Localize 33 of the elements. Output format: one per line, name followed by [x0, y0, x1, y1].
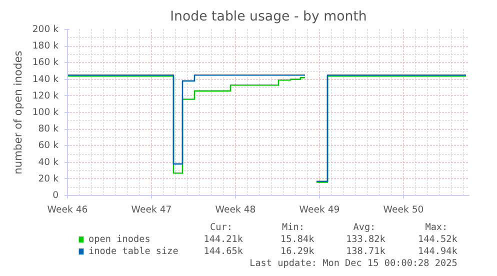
x-tick-label: Week 50: [383, 204, 424, 216]
text: 144.65k: [204, 246, 244, 257]
text: Min:: [282, 222, 304, 233]
y-tick-label: 60 k: [38, 140, 60, 152]
text: 138.71k: [346, 246, 386, 257]
y-tick-label: 200 k: [32, 24, 60, 35]
y-tick-label: 180 k: [32, 40, 60, 52]
y-tick-label: 140 k: [32, 74, 60, 85]
text: 144.52k: [418, 234, 458, 245]
text: Last update: Mon Dec 15 00:00:28 2025: [250, 258, 458, 269]
y-axis-title: number of open inodes: [11, 50, 24, 174]
text: Max:: [425, 222, 448, 233]
text: Cur:: [210, 222, 233, 233]
y-tick-label: 0: [52, 190, 59, 201]
y-tick-label: 100 k: [32, 107, 60, 118]
x-tick-label: Week 48: [215, 204, 256, 216]
text: 16.29k: [280, 246, 315, 257]
x-tick-label: Week 46: [47, 204, 88, 216]
text: 144.21k: [204, 234, 244, 245]
y-tick-label: 120 k: [32, 90, 60, 102]
y-tick-label: 80 k: [38, 124, 60, 135]
text: 144.94k: [418, 246, 458, 257]
text: Avg:: [353, 222, 376, 233]
x-tick-label: Week 47: [131, 204, 172, 216]
y-tick-label: 20 k: [38, 173, 60, 184]
legend-label: inode table size: [88, 246, 179, 257]
legend-label: open inodes: [88, 234, 150, 245]
text: 133.82k: [346, 234, 386, 245]
text: 15.84k: [280, 234, 315, 245]
y-tick-label: 40 k: [38, 156, 60, 168]
chart-title: Inode table usage - by month: [170, 10, 367, 24]
x-tick-label: Week 49: [299, 204, 340, 216]
y-tick-label: 160 k: [32, 57, 60, 68]
